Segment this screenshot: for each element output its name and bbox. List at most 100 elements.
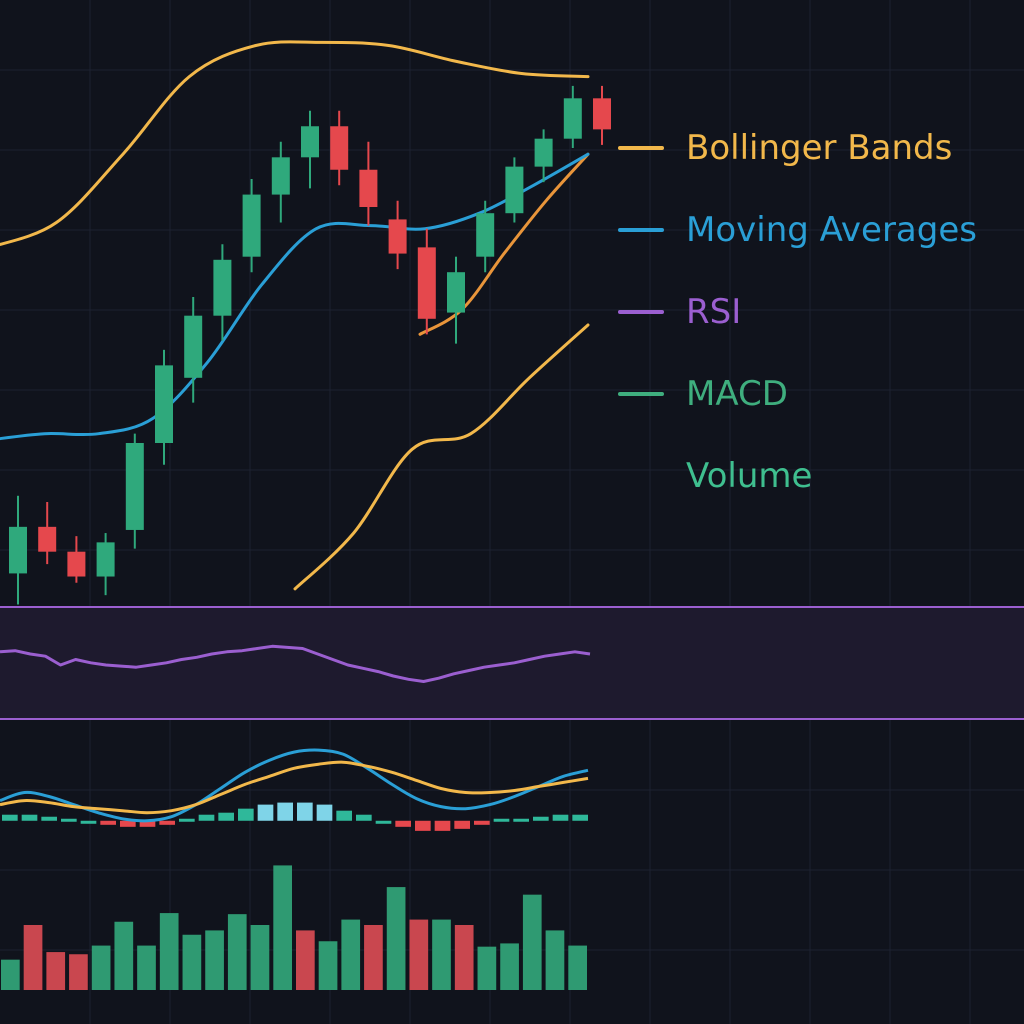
macd-histogram-bar-up <box>218 812 234 821</box>
macd-histogram-bar-up <box>533 816 549 821</box>
candle-down <box>67 551 86 577</box>
candle-up <box>447 272 465 313</box>
macd-panel <box>0 748 589 831</box>
volume-bar-up <box>386 887 406 990</box>
candle-up <box>155 365 173 443</box>
macd-histogram-bar-up <box>2 814 18 821</box>
volume-bar-up <box>477 946 497 990</box>
volume-bar-up <box>545 930 565 990</box>
macd-histogram-bar-up <box>80 820 97 824</box>
macd-histogram-bar-up <box>375 820 392 824</box>
bollinger-middle-line <box>418 152 590 336</box>
bollinger-lower-line <box>293 323 590 591</box>
volume-bar-down <box>409 919 429 990</box>
volume-bar-up <box>114 921 134 990</box>
macd-histogram-bar-down <box>434 820 451 831</box>
volume-bar-up <box>522 894 542 990</box>
legend-label-macd: MACD <box>686 374 788 414</box>
signal-line <box>0 760 589 815</box>
macd-histogram-bar-up <box>41 816 57 821</box>
candle-up <box>563 98 582 139</box>
legend-item-bollinger: Bollinger Bands <box>618 124 1018 206</box>
macd-histogram-bar-up <box>336 810 352 821</box>
macd-histogram-bar-up <box>297 802 313 821</box>
volume-bar-down <box>364 925 383 990</box>
macd-histogram-bar-down <box>415 820 431 831</box>
volume-bar-down <box>454 925 474 990</box>
macd-histogram-bar-up <box>493 818 510 822</box>
legend-label-moving-averages: Moving Averages <box>686 210 977 250</box>
macd-histogram-bar-down <box>395 820 411 827</box>
volume-panel <box>1 865 587 990</box>
volume-bar-up <box>91 945 111 990</box>
volume-bar-up <box>318 941 338 990</box>
legend-label-bollinger: Bollinger Bands <box>686 128 953 168</box>
moving-average-line <box>0 152 590 441</box>
legend-item-volume: Volume <box>618 452 1018 534</box>
legend-label-rsi: RSI <box>686 292 742 332</box>
candle-down <box>388 219 407 254</box>
macd-histogram-bar-down <box>120 820 136 827</box>
candle-up <box>96 542 115 577</box>
candle-up <box>184 315 203 378</box>
legend-swatch-rsi <box>618 310 664 314</box>
macd-histogram-bar-up <box>277 802 293 821</box>
volume-bar-up <box>273 865 292 990</box>
candle-up <box>9 526 27 574</box>
legend-swatch-macd <box>618 392 664 396</box>
volume-bar-down <box>23 925 43 990</box>
volume-bar-up <box>182 934 202 990</box>
macd-histogram-bar-up <box>198 814 215 821</box>
volume-bar-up <box>500 943 519 990</box>
macd-histogram-bar-down <box>454 820 470 829</box>
macd-histogram-bar-up <box>179 818 195 822</box>
macd-histogram-bar-up <box>238 808 254 821</box>
volume-bar-up <box>1 959 20 990</box>
macd-histogram-bar-down <box>139 820 156 827</box>
volume-bar-up <box>568 945 587 990</box>
macd-histogram-bar-up <box>257 804 274 821</box>
volume-bar-up <box>137 945 156 990</box>
candle-up <box>301 126 319 158</box>
macd-histogram-bar-up <box>572 814 588 821</box>
legend-label-volume: Volume <box>686 456 813 496</box>
candle-down <box>593 98 611 130</box>
volume-bar-down <box>296 930 315 990</box>
volume-bar-up <box>227 914 247 990</box>
candle-up <box>271 157 290 195</box>
bollinger-upper-line <box>0 40 590 247</box>
candle-down <box>38 526 57 552</box>
volume-bar-up <box>250 925 270 990</box>
candle-up <box>125 443 144 530</box>
rsi-line <box>0 644 591 683</box>
legend-swatch-moving-averages <box>618 228 664 232</box>
candle-down <box>359 169 378 207</box>
legend-item-moving-averages: Moving Averages <box>618 206 1018 288</box>
candlesticks <box>9 85 611 605</box>
volume-bar-up <box>432 919 451 990</box>
candle-up <box>505 166 524 214</box>
candle-down <box>330 126 349 170</box>
macd-histogram-bar-down <box>100 820 116 825</box>
volume-bar-up <box>205 930 224 990</box>
legend: Bollinger Bands Moving Averages RSI MACD… <box>618 124 1018 534</box>
candle-up <box>534 138 553 167</box>
macd-histogram-bar-down <box>159 820 175 825</box>
macd-histogram-bar-up <box>356 814 372 821</box>
volume-bar-up <box>159 913 179 990</box>
macd-histogram-bar-up <box>21 814 38 821</box>
legend-item-macd: MACD <box>618 370 1018 452</box>
legend-item-rsi: RSI <box>618 288 1018 370</box>
legend-swatch-bollinger <box>618 146 664 150</box>
macd-histogram-bar-up <box>316 804 333 821</box>
volume-bar-down <box>46 952 66 990</box>
macd-histogram-bar-up <box>513 818 529 822</box>
candle-down <box>417 247 436 319</box>
volume-bar-down <box>69 954 88 990</box>
volume-bar-up <box>341 919 361 990</box>
moving-average <box>0 152 590 441</box>
candle-up <box>476 213 495 257</box>
candle-up <box>213 259 232 316</box>
